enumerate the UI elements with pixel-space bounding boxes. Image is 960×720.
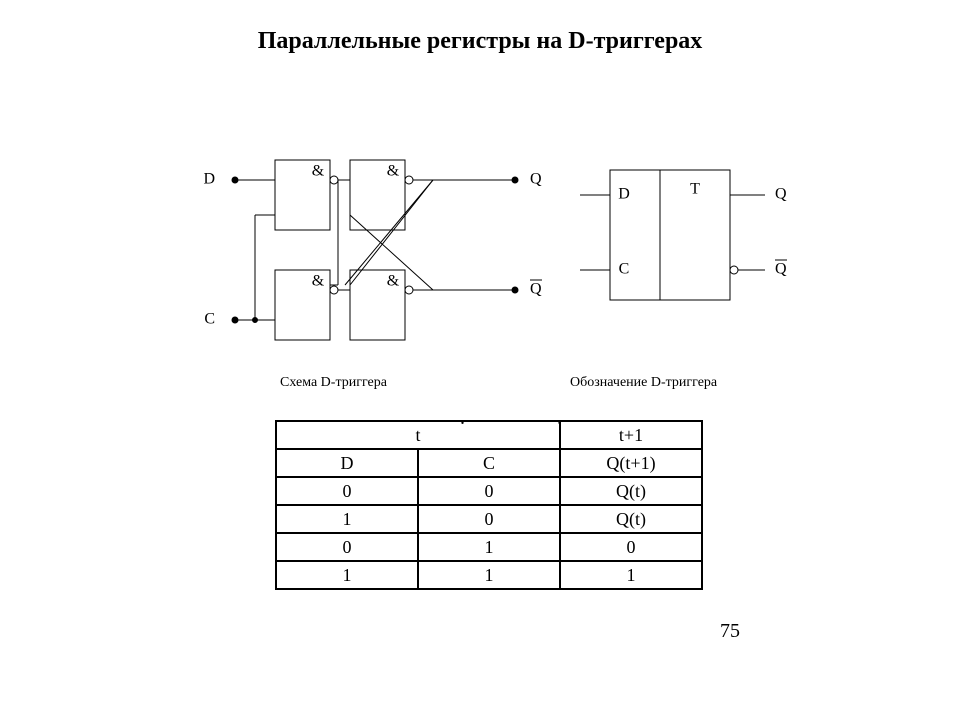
svg-text:Q: Q <box>530 171 542 188</box>
svg-text:D: D <box>203 171 215 188</box>
table-cell: Q(t) <box>560 477 702 505</box>
page-title: Параллельные регистры на D-триггерах <box>0 28 960 55</box>
svg-text:Q: Q <box>775 261 787 278</box>
table-cell: 0 <box>418 505 560 533</box>
table-cell: 1 <box>418 533 560 561</box>
svg-text:&: & <box>312 163 325 180</box>
svg-text:&: & <box>312 273 325 290</box>
circuit-diagram: & & & & D C Q Q D C T Q Q <box>190 150 790 390</box>
table-row: DCQ(t+1) <box>276 449 702 477</box>
table-cell: t+1 <box>560 421 702 449</box>
caption-right: Обозначение D-триггера <box>570 375 717 391</box>
svg-text:C: C <box>619 261 630 278</box>
table-row: 111 <box>276 561 702 589</box>
table-cell: Q(t+1) <box>560 449 702 477</box>
table-cell: 1 <box>560 561 702 589</box>
truth-table: tt+1DCQ(t+1)00Q(t)10Q(t)010111 <box>275 420 703 590</box>
page-number: 75 <box>720 620 740 643</box>
table-row: 10Q(t) <box>276 505 702 533</box>
svg-text:Q: Q <box>530 281 542 298</box>
svg-text:Q: Q <box>775 186 787 203</box>
table-cell: C <box>418 449 560 477</box>
svg-text:C: C <box>204 311 215 328</box>
table-row: 00Q(t) <box>276 477 702 505</box>
svg-text:T: T <box>690 181 700 198</box>
table-row: tt+1 <box>276 421 702 449</box>
page: Параллельные регистры на D-триггерах &&&… <box>0 0 960 720</box>
table-cell: 1 <box>418 561 560 589</box>
svg-text:&: & <box>387 163 400 180</box>
circuit-svg: & & & & D C Q Q D C T Q Q <box>190 150 790 370</box>
table-cell: Q(t) <box>560 505 702 533</box>
table-cell: 1 <box>276 561 418 589</box>
table-cell: D <box>276 449 418 477</box>
table-row: 010 <box>276 533 702 561</box>
table-cell: t <box>276 421 560 449</box>
svg-text:D: D <box>618 186 630 203</box>
table-cell: 0 <box>560 533 702 561</box>
table-cell: 0 <box>276 533 418 561</box>
table-cell: 0 <box>276 477 418 505</box>
svg-text:&: & <box>387 273 400 290</box>
table-cell: 1 <box>276 505 418 533</box>
caption-left: Схема D-триггера <box>280 375 387 391</box>
table-cell: 0 <box>418 477 560 505</box>
